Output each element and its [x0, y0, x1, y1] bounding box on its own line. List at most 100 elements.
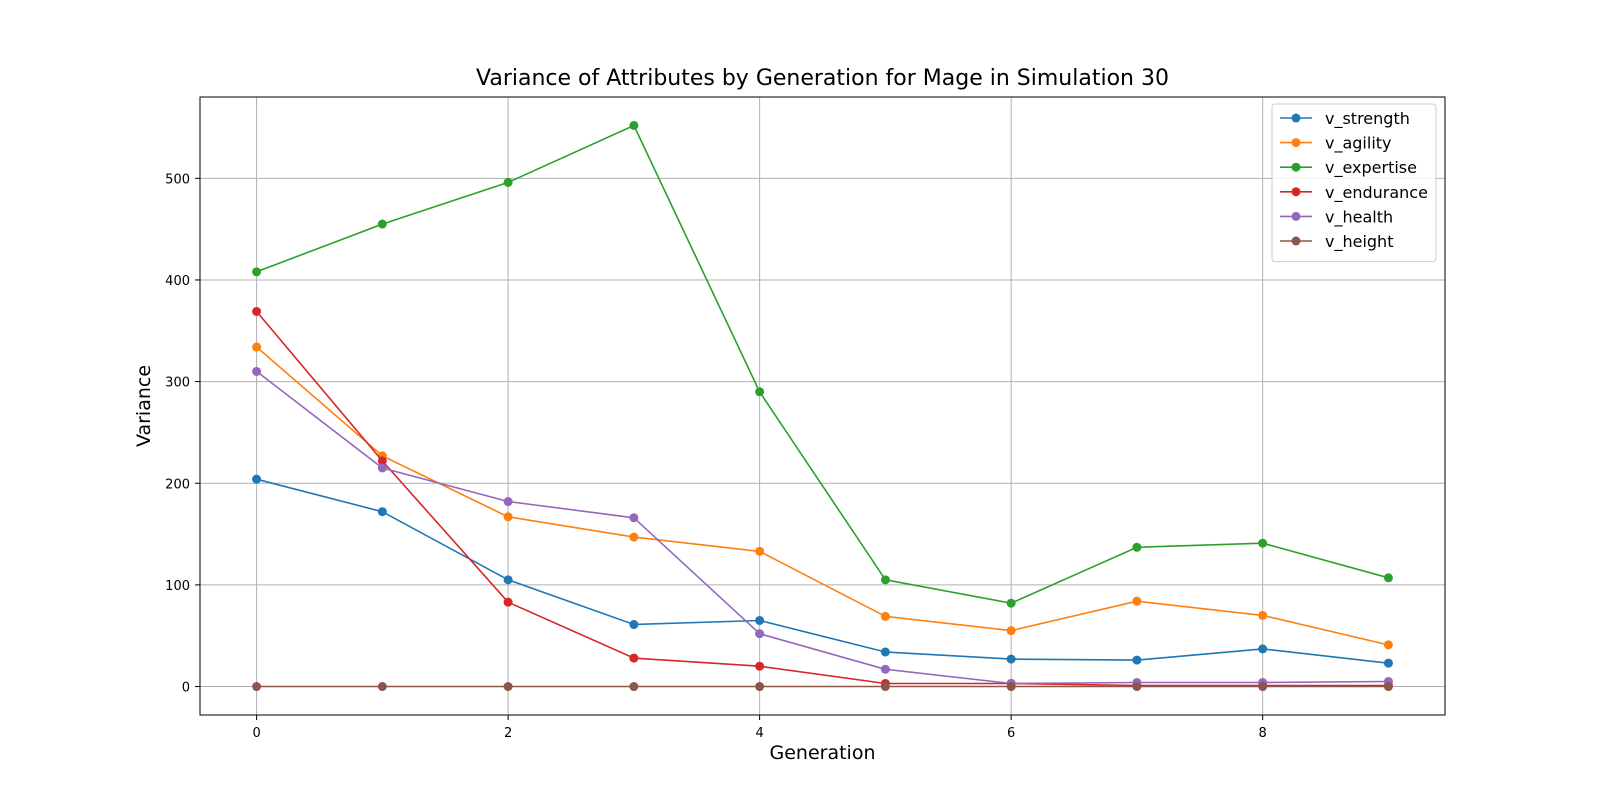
data-point	[252, 306, 262, 316]
data-point	[377, 682, 387, 692]
data-point	[880, 611, 890, 621]
data-point	[1258, 644, 1268, 654]
data-point	[755, 682, 765, 692]
series-line	[256, 370, 1389, 685]
series-line	[256, 478, 1389, 664]
grid	[200, 97, 1445, 715]
ticks: 0 2 4 6 8 0 100 200 300 400 500	[165, 172, 1267, 741]
data-point	[1132, 655, 1142, 665]
series-line	[256, 346, 1389, 646]
data-point	[503, 575, 513, 585]
legend-label: v_agility	[1325, 134, 1392, 154]
legend-marker	[1291, 113, 1301, 123]
legend-item-v_endurance: v_endurance	[1280, 183, 1428, 203]
legend-marker	[1291, 138, 1301, 148]
legend-label: v_strength	[1325, 109, 1410, 129]
legend-label: v_health	[1325, 207, 1393, 227]
y-tick-label: 400	[165, 274, 190, 289]
data-point	[755, 615, 765, 625]
legend-item-v_height: v_height	[1280, 232, 1393, 252]
data-point	[755, 629, 765, 639]
y-tick-label: 100	[165, 579, 190, 594]
plot-frame	[199, 96, 1446, 716]
data-point	[252, 366, 262, 376]
data-point	[503, 512, 513, 522]
data-point	[503, 682, 513, 692]
data-point	[629, 620, 639, 630]
data-point	[1258, 610, 1268, 620]
data-point	[503, 177, 513, 187]
legend-marker	[1291, 162, 1301, 172]
series-v_endurance	[252, 306, 1393, 691]
y-axis-label: Variance	[133, 365, 155, 447]
data-point	[1132, 542, 1142, 552]
legend-label: v_height	[1325, 232, 1393, 252]
data-point	[880, 647, 890, 657]
y-tick-label: 0	[182, 681, 190, 696]
data-point	[1383, 640, 1393, 650]
legend-marker	[1291, 187, 1301, 197]
data-point	[1006, 598, 1016, 608]
data-point	[880, 664, 890, 674]
legend-item-v_expertise: v_expertise	[1280, 158, 1417, 178]
legend-box	[1271, 103, 1437, 263]
data-point	[377, 463, 387, 473]
data-point	[629, 682, 639, 692]
data-point	[755, 387, 765, 397]
chart-title: Variance of Attributes by Generation for…	[476, 66, 1169, 91]
legend-marker	[1291, 236, 1301, 246]
data-point	[1383, 658, 1393, 668]
data-point	[252, 474, 262, 484]
series-v_height	[252, 682, 1393, 692]
series-v_strength	[252, 474, 1393, 668]
x-tick-label: 2	[504, 726, 512, 741]
data-point	[629, 532, 639, 542]
legend-item-v_health: v_health	[1280, 207, 1393, 227]
series-v_expertise	[252, 120, 1393, 608]
data-point	[252, 682, 262, 692]
data-point	[1132, 596, 1142, 606]
data-point	[1132, 682, 1142, 692]
data-point	[755, 661, 765, 671]
legend-marker	[1291, 211, 1301, 221]
y-tick-label: 300	[165, 376, 190, 391]
series-v_agility	[252, 342, 1393, 650]
data-point	[880, 575, 890, 585]
data-point	[1383, 682, 1393, 692]
legend-label: v_expertise	[1325, 158, 1417, 178]
data-point	[252, 267, 262, 277]
data-point	[755, 546, 765, 556]
data-point	[1258, 538, 1268, 548]
x-tick-label: 0	[252, 726, 260, 741]
series-line	[256, 124, 1389, 605]
legend-item-v_strength: v_strength	[1280, 109, 1410, 129]
legend: v_strength v_agility v_expertise v_enduranc…	[1271, 103, 1437, 263]
x-tick-label: 8	[1259, 726, 1267, 741]
data-point	[377, 507, 387, 517]
data-point	[252, 342, 262, 352]
data-point	[377, 456, 387, 466]
data-point	[1383, 573, 1393, 583]
x-tick-label: 6	[1007, 726, 1015, 741]
x-axis-label: Generation	[770, 742, 876, 764]
y-tick-label: 500	[165, 172, 190, 187]
x-tick-label: 4	[755, 726, 763, 741]
y-tick-label: 200	[165, 477, 190, 492]
data-point	[880, 682, 890, 692]
series-v_health	[252, 366, 1393, 688]
data-point	[1258, 682, 1268, 692]
data-point	[629, 120, 639, 130]
data-point	[629, 653, 639, 663]
data-point	[1006, 626, 1016, 636]
data-point	[503, 497, 513, 507]
series-line	[255, 310, 1389, 687]
legend-label: v_endurance	[1325, 183, 1428, 203]
data-point	[377, 219, 387, 229]
series-layer	[252, 120, 1393, 692]
data-point	[1006, 682, 1016, 692]
data-point	[629, 513, 639, 523]
data-point	[1006, 654, 1016, 664]
data-point	[503, 597, 513, 607]
